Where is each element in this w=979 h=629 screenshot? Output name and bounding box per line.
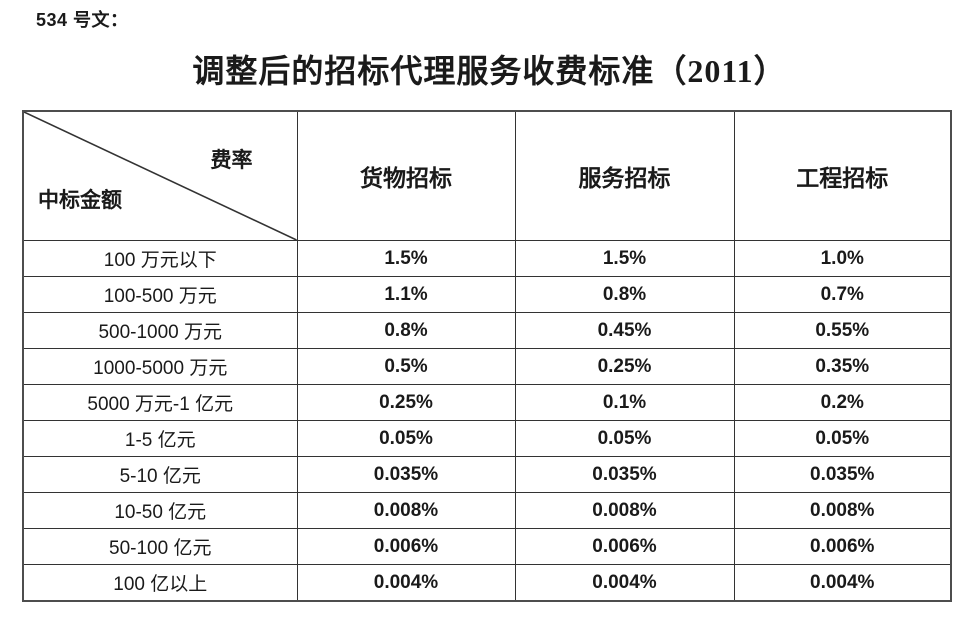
fee-value: 0.35%: [733, 348, 952, 385]
table-row: 10-50 亿元 0.008% 0.008% 0.008%: [22, 492, 952, 529]
fee-value: 0.008%: [296, 492, 516, 529]
fee-value: 0.45%: [514, 312, 735, 349]
fee-value: 0.035%: [296, 456, 516, 493]
row-label: 1000-5000 万元: [22, 348, 298, 385]
fee-value: 0.035%: [733, 456, 952, 493]
row-label: 100 万元以下: [22, 240, 298, 277]
fee-value: 0.006%: [514, 528, 735, 565]
table-row: 1-5 亿元 0.05% 0.05% 0.05%: [22, 420, 952, 457]
table-row: 500-1000 万元 0.8% 0.45% 0.55%: [22, 312, 952, 349]
row-label: 100 亿以上: [22, 564, 298, 602]
corner-fee-rate-label: 费率: [210, 148, 253, 172]
row-label: 500-1000 万元: [22, 312, 298, 349]
fee-value: 1.5%: [514, 240, 735, 277]
fee-value: 0.25%: [514, 348, 735, 385]
row-label: 50-100 亿元: [22, 528, 298, 565]
page-title: 调整后的招标代理服务收费标准（2011）: [192, 53, 787, 89]
fee-value: 0.05%: [296, 420, 516, 457]
fee-value: 0.8%: [514, 276, 735, 313]
corner-amount-label: 中标金额: [38, 188, 122, 212]
table-row: 100 万元以下 1.5% 1.5% 1.0%: [22, 240, 952, 277]
header-row: 费率 中标金额 货物招标 服务招标 工程招标: [22, 110, 952, 241]
fee-value: 1.5%: [296, 240, 516, 277]
fee-value: 0.008%: [514, 492, 735, 529]
fee-value: 0.006%: [296, 528, 516, 565]
fee-value: 0.006%: [733, 528, 952, 565]
column-header-goods: 货物招标: [296, 110, 516, 241]
table-row: 50-100 亿元 0.006% 0.006% 0.006%: [22, 528, 952, 565]
row-label: 1-5 亿元: [22, 420, 298, 457]
table-row: 1000-5000 万元 0.5% 0.25% 0.35%: [22, 348, 952, 385]
fee-rate-table: 费率 中标金额 货物招标 服务招标 工程招标 100 万元以下 1.5% 1.5…: [22, 110, 952, 602]
table-row: 100 亿以上 0.004% 0.004% 0.004%: [22, 564, 952, 602]
fee-value: 0.035%: [514, 456, 735, 493]
fee-value: 0.5%: [296, 348, 516, 385]
fee-value: 0.004%: [733, 564, 952, 602]
fee-value: 0.05%: [514, 420, 735, 457]
corner-header-cell: 费率 中标金额: [22, 110, 298, 241]
doc-number-label: 534 号文：: [36, 10, 129, 30]
fee-value: 1.1%: [296, 276, 516, 313]
fee-value: 0.1%: [514, 384, 735, 421]
fee-value: 0.004%: [514, 564, 735, 602]
fee-value: 0.55%: [733, 312, 952, 349]
fee-value: 0.7%: [733, 276, 952, 313]
fee-value: 0.25%: [296, 384, 516, 421]
fee-value: 0.05%: [733, 420, 952, 457]
fee-value: 0.004%: [296, 564, 516, 602]
fee-value: 0.008%: [733, 492, 952, 529]
row-label: 100-500 万元: [22, 276, 298, 313]
fee-value: 0.8%: [296, 312, 516, 349]
column-header-services: 服务招标: [514, 110, 735, 241]
diagonal-divider-line: [24, 112, 296, 240]
column-header-engineering: 工程招标: [733, 110, 952, 241]
row-label: 5-10 亿元: [22, 456, 298, 493]
table-row: 5000 万元-1 亿元 0.25% 0.1% 0.2%: [22, 384, 952, 421]
table-row: 100-500 万元 1.1% 0.8% 0.7%: [22, 276, 952, 313]
table-row: 5-10 亿元 0.035% 0.035% 0.035%: [22, 456, 952, 493]
fee-value: 1.0%: [733, 240, 952, 277]
fee-value: 0.2%: [733, 384, 952, 421]
row-label: 10-50 亿元: [22, 492, 298, 529]
row-label: 5000 万元-1 亿元: [22, 384, 298, 421]
